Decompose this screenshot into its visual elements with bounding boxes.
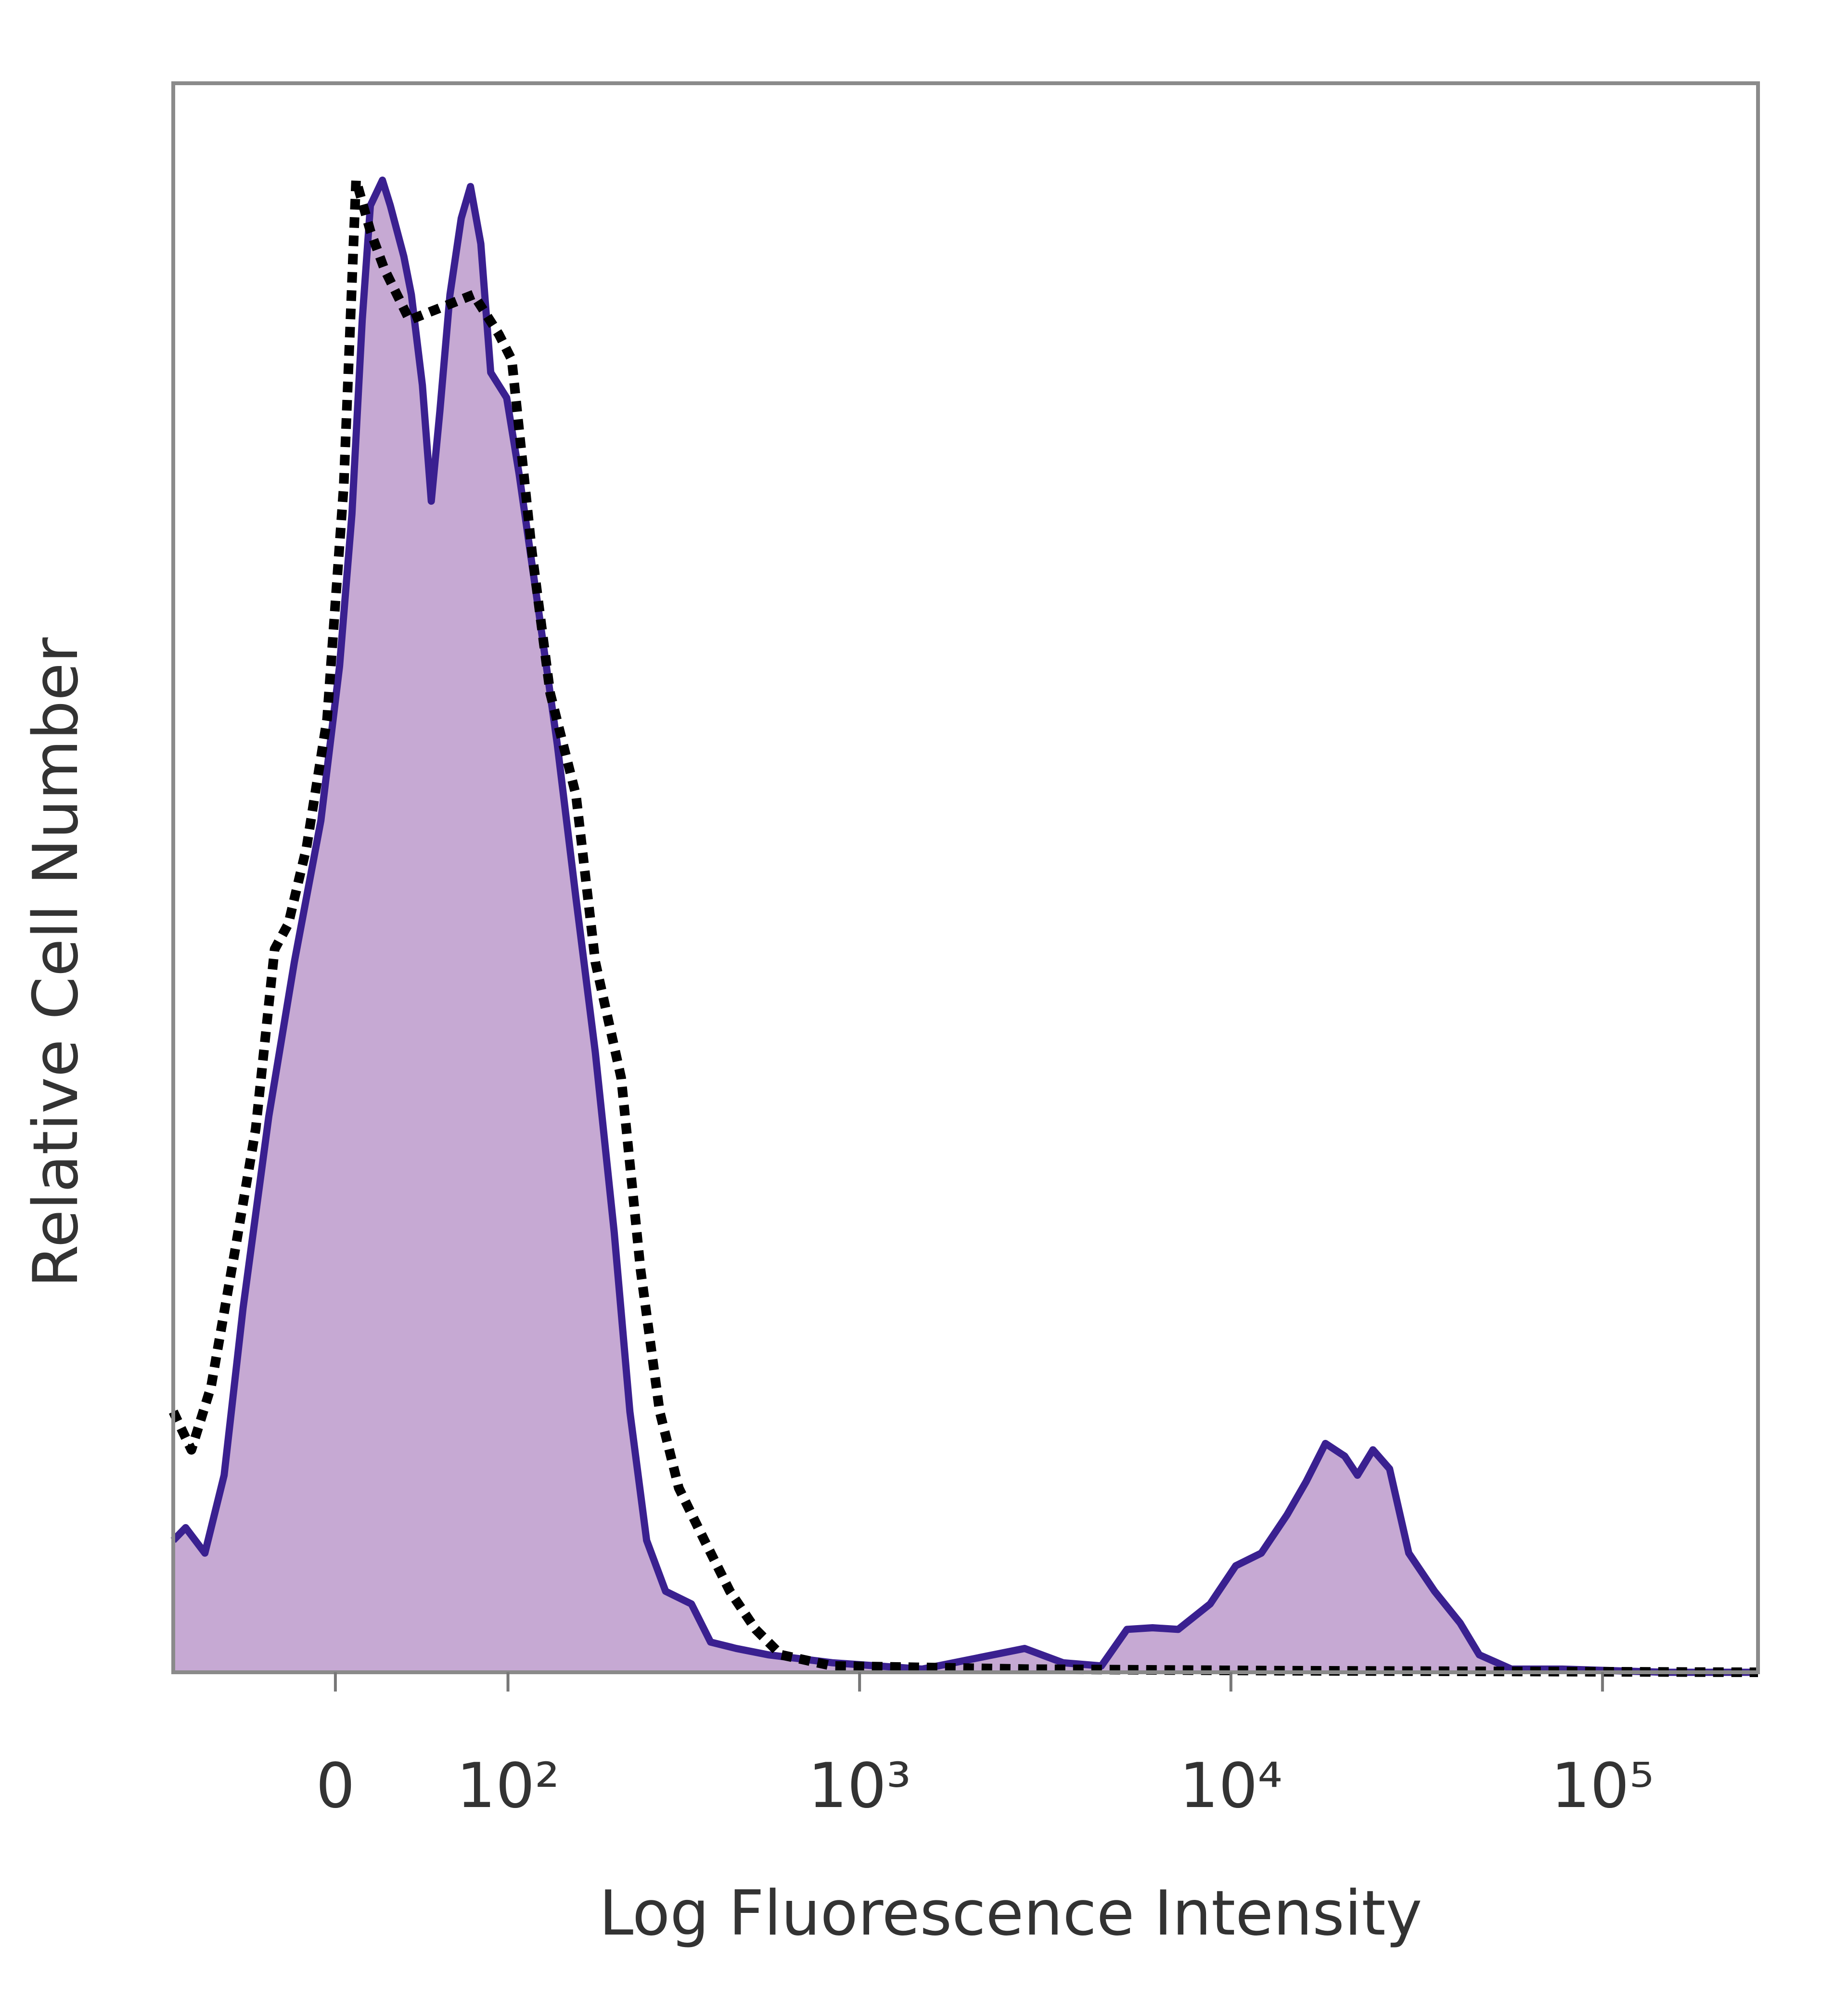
x-tick-label: 0 xyxy=(316,1750,355,1822)
histogram-line xyxy=(170,176,1758,1676)
x-tick-label: 10⁴ xyxy=(1180,1750,1283,1822)
x-tick-label: 10⁵ xyxy=(1551,1750,1654,1822)
x-tick-label: 10³ xyxy=(808,1750,911,1822)
plot-frame xyxy=(171,81,1760,1674)
histogram-area xyxy=(173,180,1758,1673)
x-tick-label: 10² xyxy=(456,1750,559,1822)
x-axis-title: Log Fluorescence Intensity xyxy=(599,1878,1422,1949)
y-axis-title: Relative Cell Number xyxy=(20,637,92,1287)
